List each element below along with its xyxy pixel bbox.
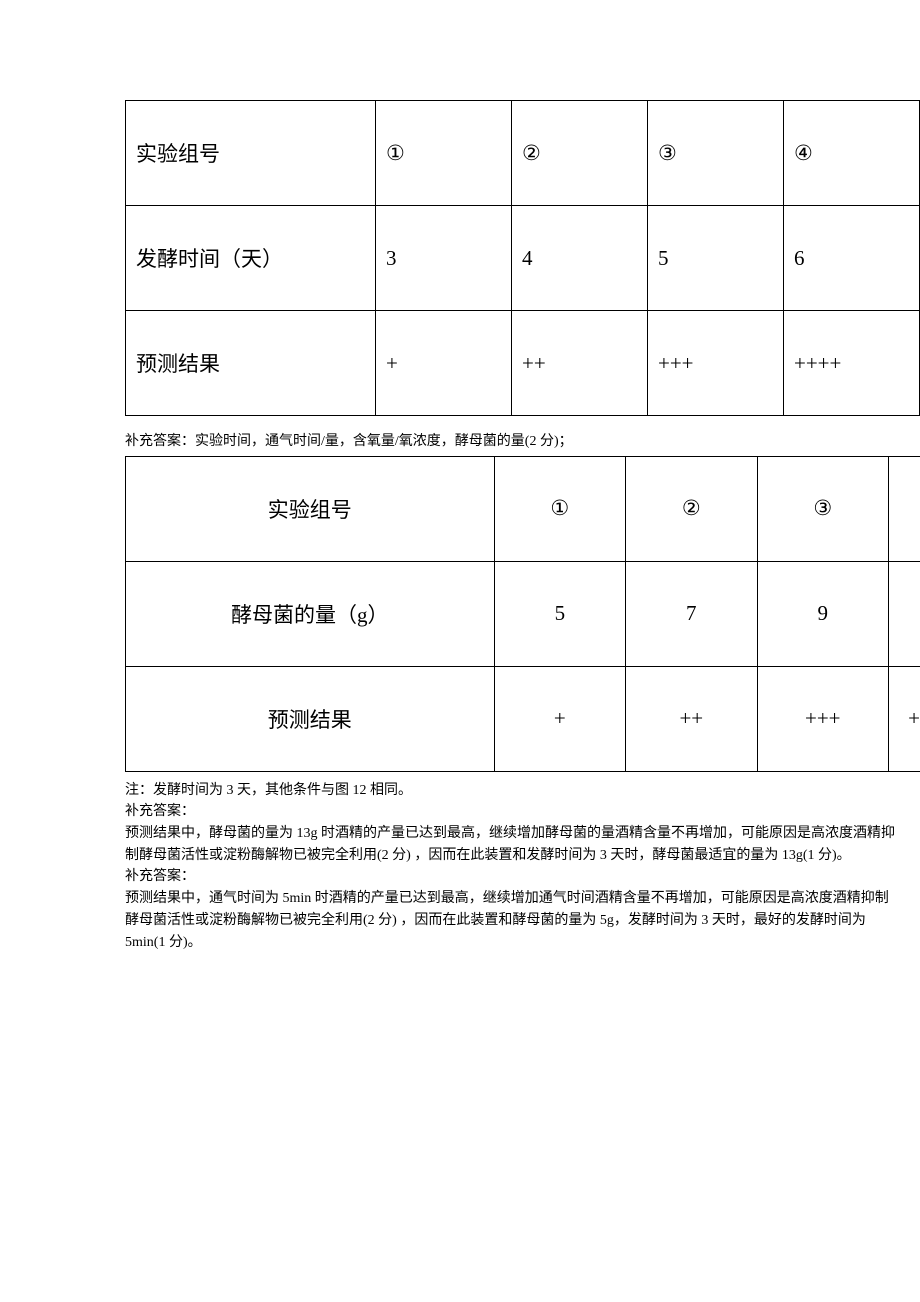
cell: 9 [757,561,888,666]
table-row: 实验组号 ① ② ③ ④ [126,101,920,206]
col-header: ① [494,456,625,561]
row-label: 发酵时间（天） [126,206,376,311]
experiment-table-1: 实验组号 ① ② ③ ④ 发酵时间（天） 3 4 5 6 预测结果 + ++ +… [125,100,920,416]
cell: 5 [648,206,784,311]
row-label: 实验组号 [126,456,495,561]
cell: ++ [626,666,757,771]
experiment-table-2: 实验组号 ① ② ③ 酵母菌的量（g） 5 7 9 预测结果 + ++ +++ … [125,456,920,772]
table-row: 预测结果 + ++ +++ ++++ [126,311,920,416]
table-row: 实验组号 ① ② ③ [126,456,920,561]
cell: 7 [626,561,757,666]
supplement-label: 补充答案： [125,801,920,823]
col-header: ② [626,456,757,561]
cell: ++++ [784,311,920,416]
cell: + [376,311,512,416]
prediction-text-2: 预测结果中，通气时间为 5min 时酒精的产量已达到最高，继续增加通气时间酒精含… [125,888,920,953]
col-header: ③ [648,101,784,206]
cell: +++ [757,666,888,771]
table-row: 预测结果 + ++ +++ + [126,666,920,771]
row-label: 酵母菌的量（g） [126,561,495,666]
col-header: ① [376,101,512,206]
col-header-partial [889,456,920,561]
col-header: ④ [784,101,920,206]
cell-partial: + [889,666,920,771]
cell: 5 [494,561,625,666]
cell: +++ [648,311,784,416]
row-label: 实验组号 [126,101,376,206]
supplement-answer-intro: 补充答案：实验时间，通气时间/量，含氧量/氧浓度，酵母菌的量(2 分)； [125,431,920,453]
cell: + [494,666,625,771]
cell: 3 [376,206,512,311]
col-header: ③ [757,456,888,561]
table-row: 发酵时间（天） 3 4 5 6 [126,206,920,311]
cell: 4 [512,206,648,311]
prediction-text-1: 预测结果中，酵母菌的量为 13g 时酒精的产量已达到最高，继续增加酵母菌的量酒精… [125,823,920,866]
supplement-label: 补充答案： [125,866,920,888]
table-row: 酵母菌的量（g） 5 7 9 [126,561,920,666]
row-label: 预测结果 [126,311,376,416]
col-header: ② [512,101,648,206]
cell: ++ [512,311,648,416]
cell-partial [889,561,920,666]
row-label: 预测结果 [126,666,495,771]
note-text: 注：发酵时间为 3 天，其他条件与图 12 相同。 [125,780,920,802]
cell: 6 [784,206,920,311]
